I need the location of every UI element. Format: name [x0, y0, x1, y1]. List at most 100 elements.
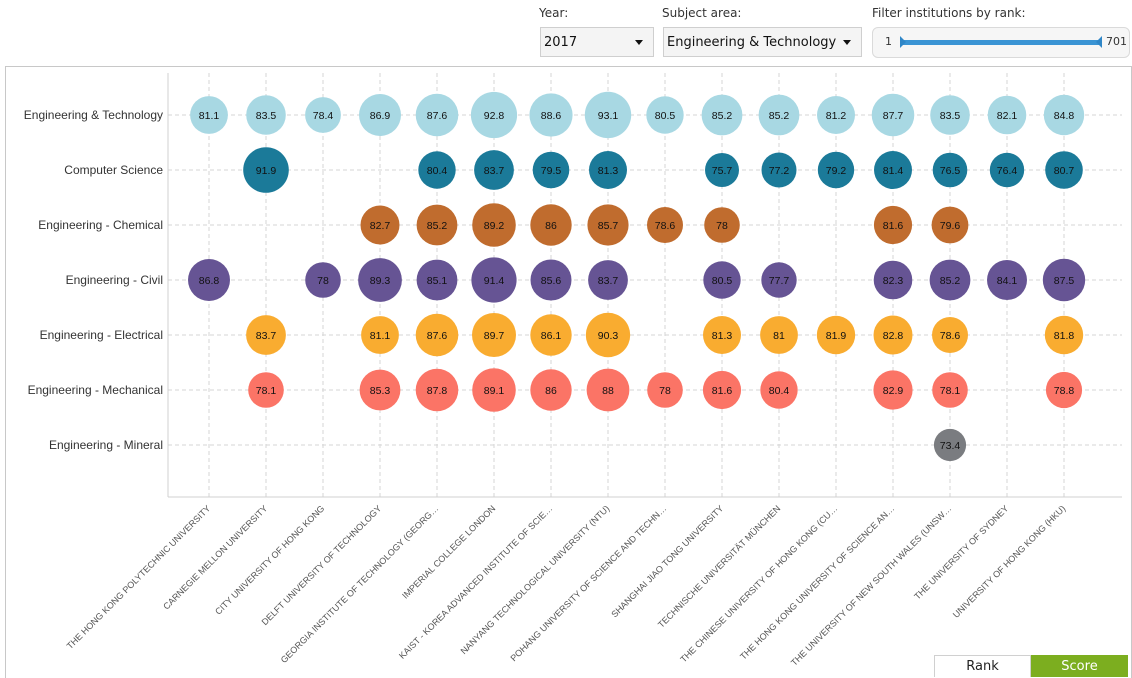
bubble	[190, 96, 228, 134]
bubble-label: 85.7	[598, 220, 619, 232]
bubble-label: 87.5	[1054, 275, 1075, 287]
bubble	[584, 91, 632, 139]
bubble	[816, 315, 856, 355]
bubble-label: 78.6	[655, 220, 676, 232]
bubble-label: 83.5	[940, 110, 961, 122]
bubble-label: 86.1	[541, 330, 562, 342]
bubble-label: 79.2	[826, 165, 847, 177]
bubble-label: 85.2	[940, 275, 961, 287]
y-tick-label: Engineering - Mineral	[49, 438, 163, 452]
bubble-label: 81.2	[826, 110, 847, 122]
bubble	[248, 372, 284, 408]
bubble-label: 78.8	[1054, 385, 1075, 397]
bubble	[472, 203, 516, 247]
rank-min-value: 1	[885, 35, 892, 48]
bubble	[817, 96, 855, 134]
bubble	[989, 152, 1025, 188]
bubble-label: 88	[602, 385, 614, 397]
y-tick-label: Engineering - Mechanical	[28, 383, 163, 397]
bubble	[529, 93, 573, 137]
bubble	[586, 368, 630, 412]
bubble-label: 84.1	[997, 275, 1018, 287]
slider-min-handle[interactable]	[900, 36, 906, 48]
bubble	[760, 316, 798, 354]
bubble	[472, 313, 516, 357]
bubble	[760, 371, 798, 409]
chevron-down-icon	[843, 40, 851, 45]
bubble-label: 76.5	[940, 165, 961, 177]
bubble	[472, 368, 516, 412]
subject-area-label: Subject area:	[662, 6, 742, 20]
bubble-label: 84.8	[1054, 110, 1075, 122]
bubble-label: 83.7	[484, 165, 505, 177]
x-tick-label: THE UNIVERSITY OF SYDNEY	[912, 503, 1010, 601]
bubble	[359, 94, 401, 136]
slider-max-handle[interactable]	[1096, 36, 1102, 48]
bubble	[360, 205, 400, 245]
bubble	[873, 205, 913, 245]
bubble-label: 86.8	[199, 275, 220, 287]
bubble-label: 82.1	[997, 110, 1018, 122]
bubble-label: 93.1	[598, 110, 619, 122]
bubbles: 81.1 83.5 78.4 86.9 87.6 92.8 88.6 93.1 80.5 85.2…	[188, 91, 1086, 462]
rank-range-slider[interactable]: 1 701	[872, 27, 1130, 58]
y-tick-label: Engineering - Civil	[66, 273, 163, 287]
score-toggle-button[interactable]: Score	[1031, 655, 1128, 677]
bubble-label: 87.8	[427, 385, 448, 397]
bubble	[587, 204, 629, 246]
bubble-label: 89.7	[484, 330, 505, 342]
bubble-label: 89.1	[484, 385, 505, 397]
year-select[interactable]: 2017	[540, 27, 654, 57]
bubble	[817, 151, 855, 189]
bubble-label: 85.3	[370, 385, 391, 397]
bubble-label: 81	[773, 330, 785, 342]
bubble-label: 86.9	[370, 110, 391, 122]
bubble	[758, 94, 800, 136]
bubble	[246, 315, 286, 355]
bubble-label: 88.6	[541, 110, 562, 122]
slider-track[interactable]	[903, 40, 1099, 45]
subject-area-select-value: Engineering & Technology	[667, 34, 837, 50]
bubble	[418, 151, 456, 189]
bubble-label: 89.2	[484, 220, 505, 232]
y-tick-label: Computer Science	[64, 163, 163, 177]
x-tick-label: SHANGHAI JIAO TONG UNIVERSITY	[609, 503, 725, 619]
bubble-label: 80.5	[655, 110, 676, 122]
bubble	[530, 259, 572, 301]
bubble	[704, 207, 740, 243]
bubble	[530, 204, 572, 246]
bubble-label: 87.6	[427, 330, 448, 342]
bubble-label: 82.3	[883, 275, 904, 287]
rank-toggle-button[interactable]: Rank	[934, 655, 1031, 677]
year-select-value: 2017	[544, 34, 578, 50]
subject-area-select[interactable]: Engineering & Technology	[663, 27, 862, 57]
bubble-label: 78.1	[256, 385, 277, 397]
bubble	[246, 95, 286, 135]
bubble	[930, 95, 970, 135]
bubble-label: 85.2	[769, 110, 790, 122]
bubble	[932, 317, 968, 353]
bubble	[361, 316, 399, 354]
bubble	[588, 260, 628, 300]
bubble-label: 91.4	[484, 275, 505, 287]
bubble-label: 90.3	[598, 330, 619, 342]
y-tick-label: Engineering - Chemical	[38, 218, 163, 232]
bubble	[474, 150, 514, 190]
bubble	[761, 152, 797, 188]
bubble-label: 81.8	[1054, 330, 1075, 342]
chevron-down-icon	[635, 40, 643, 45]
y-axis-labels: Engineering & Technology Computer Science…	[24, 108, 164, 452]
x-tick-label: DELFT UNIVERSITY OF TECHNOLOGY	[260, 503, 384, 627]
bubble-label: 87.6	[427, 110, 448, 122]
x-tick-label: UNIVERSITY OF HONG KONG (HKU)	[951, 503, 1068, 620]
x-axis-labels: THE HONG KONG POLYTECHNIC UNIVERSITYCARN…	[65, 503, 1068, 667]
bubble-label: 78.4	[313, 110, 334, 122]
bubble-label: 81.9	[826, 330, 847, 342]
bubble	[243, 147, 289, 193]
year-label: Year:	[539, 6, 569, 20]
bubble-label: 78	[716, 220, 728, 232]
bubble	[873, 260, 913, 300]
bubble-label: 81.1	[199, 110, 220, 122]
bubble	[530, 314, 572, 356]
